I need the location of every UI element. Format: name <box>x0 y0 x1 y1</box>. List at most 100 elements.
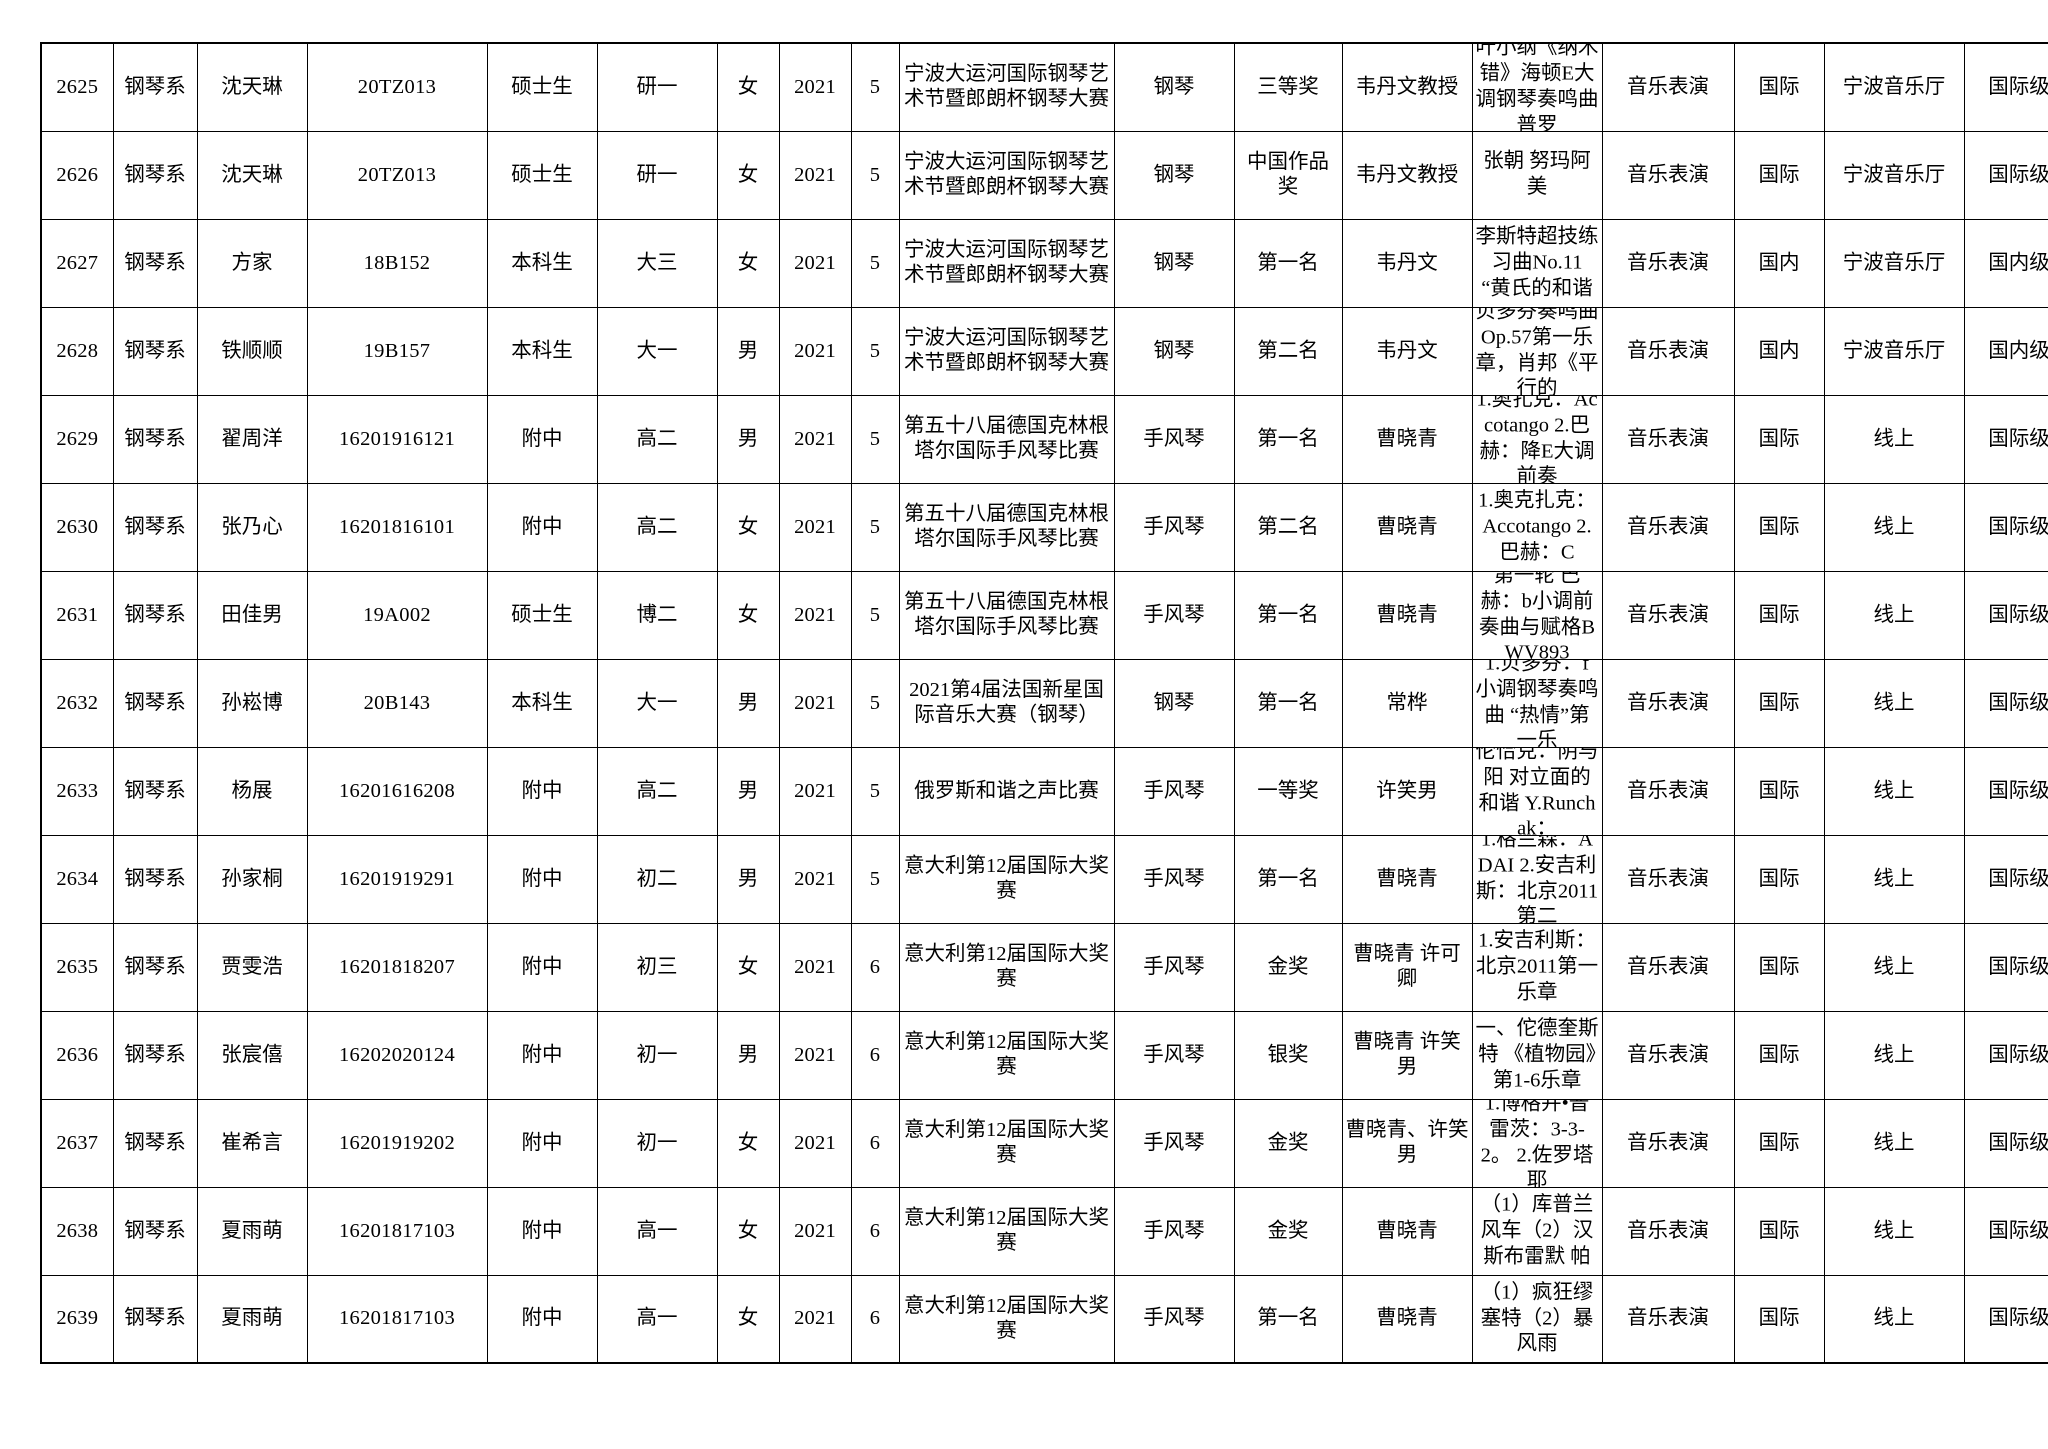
cell-instrument: 手风琴 <box>1113 922 1235 1012</box>
cell-seq: 2637 <box>40 1098 114 1188</box>
cell-grade: 大一 <box>596 658 718 748</box>
cell-award: 银奖 <box>1233 1010 1343 1100</box>
cell-dept: 钢琴系 <box>112 746 198 836</box>
cell-repertoire: 1.博格弁•普雷茨：3-3-2。 2.佐罗塔耶 <box>1471 1098 1603 1188</box>
cell-name: 方家 <box>196 218 308 308</box>
table-row: 2637 钢琴系 崔希言 16201919202 附中 初一女 2021 6 意大利第12届国际… <box>40 1098 2048 1188</box>
cell-contest-name: 意大利第12届国际大奖赛 <box>898 1010 1115 1100</box>
cell-seq: 2635 <box>40 922 114 1012</box>
cell-repertoire: 贝多芬奏鸣曲Op.57第一乐章，肖邦《平行的 <box>1471 306 1603 396</box>
cell-major: 音乐表演 <box>1601 1098 1735 1188</box>
cell-instrument: 手风琴 <box>1113 1274 1235 1364</box>
cell-repertoire: 伦恰克：阴与阳 对立面的和谐 Y.Runchak： <box>1471 746 1603 836</box>
cell-month: 5 <box>850 130 900 220</box>
cell-instrument: 手风琴 <box>1113 570 1235 660</box>
cell-name: 沈天琳 <box>196 130 308 220</box>
cell-student-type: 本科生 <box>486 306 598 396</box>
cell-year: 2021 <box>778 1186 852 1276</box>
cell-year: 2021 <box>778 42 852 132</box>
cell-seq: 2628 <box>40 306 114 396</box>
cell-dept: 钢琴系 <box>112 658 198 748</box>
cell-place: 线上 <box>1823 394 1965 484</box>
cell-major: 音乐表演 <box>1601 306 1735 396</box>
cell-student-type: 附中 <box>486 1010 598 1100</box>
cell-instrument: 手风琴 <box>1113 1098 1235 1188</box>
table-row: 2635 钢琴系 贾雯浩 16201818207 附中 初三女 2021 6 意大利第12届国际… <box>40 922 2048 1012</box>
cell-place: 线上 <box>1823 834 1965 924</box>
repertoire-text: （1）库普兰 风车（2）汉斯布雷默 帕 <box>1480 1193 1594 1267</box>
cell-student-type: 附中 <box>486 834 598 924</box>
cell-scope: 国际 <box>1733 1186 1825 1276</box>
cell-scope: 国际 <box>1733 1274 1825 1364</box>
cell-major: 音乐表演 <box>1601 482 1735 572</box>
cell-month: 6 <box>850 1274 900 1364</box>
cell-dept: 钢琴系 <box>112 218 198 308</box>
cell-student-id: 20TZ013 <box>306 130 488 220</box>
cell-seq: 2636 <box>40 1010 114 1100</box>
cell-grade: 大三 <box>596 218 718 308</box>
cell-sex: 女 <box>716 922 780 1012</box>
cell-repertoire: 李斯特超技练习曲No.11 “黄氏的和谐 <box>1471 218 1603 308</box>
cell-level: 国际级 <box>1963 394 2048 484</box>
cell-sex: 女 <box>716 130 780 220</box>
cell-name: 沈天琳 <box>196 42 308 132</box>
cell-place: 线上 <box>1823 658 1965 748</box>
cell-scope: 国际 <box>1733 570 1825 660</box>
cell-teacher: 曹晓青 许笑男 <box>1341 1010 1473 1100</box>
cell-instrument: 手风琴 <box>1113 746 1235 836</box>
cell-teacher: 曹晓青 <box>1341 570 1473 660</box>
cell-dept: 钢琴系 <box>112 922 198 1012</box>
cell-teacher: 常桦 <box>1341 658 1473 748</box>
cell-student-id: 16201816101 <box>306 482 488 572</box>
cell-place: 线上 <box>1823 1098 1965 1188</box>
cell-instrument: 手风琴 <box>1113 834 1235 924</box>
cell-dept: 钢琴系 <box>112 394 198 484</box>
cell-student-type: 附中 <box>486 394 598 484</box>
cell-contest-name: 意大利第12届国际大奖赛 <box>898 834 1115 924</box>
cell-major: 音乐表演 <box>1601 1274 1735 1364</box>
cell-dept: 钢琴系 <box>112 130 198 220</box>
cell-grade: 高二 <box>596 482 718 572</box>
repertoire-text: 1.奥克扎克：Accotango 2.巴赫：C <box>1478 489 1596 563</box>
cell-name: 夏雨萌 <box>196 1274 308 1364</box>
table-row: 2634 钢琴系 孙家桐 16201919291 附中 初二男 2021 5 意大利第12届国际… <box>40 834 2048 924</box>
cell-major: 音乐表演 <box>1601 746 1735 836</box>
cell-place: 线上 <box>1823 1010 1965 1100</box>
cell-year: 2021 <box>778 130 852 220</box>
cell-name: 崔希言 <box>196 1098 308 1188</box>
cell-teacher: 曹晓青 许可卿 <box>1341 922 1473 1012</box>
repertoire-text: 一、佗德奎斯特 《植物园》第1-6乐章 <box>1475 1017 1599 1091</box>
cell-grade: 初三 <box>596 922 718 1012</box>
award-records-table-wrap: 2625 钢琴系 沈天琳 20TZ013 硕士生 研一女 2021 5 宁波大运河国际钢琴艺术节… <box>40 42 2048 1364</box>
cell-sex: 男 <box>716 394 780 484</box>
repertoire-text: 叶小纲《纳木错》海顿E大调钢琴奏鸣曲普罗 <box>1475 43 1599 131</box>
cell-level: 国际级 <box>1963 834 2048 924</box>
cell-seq: 2639 <box>40 1274 114 1364</box>
cell-repertoire: 1.格兰森：ADAI 2.安吉利斯：北京2011第二 <box>1471 834 1603 924</box>
cell-place: 线上 <box>1823 482 1965 572</box>
cell-contest-name: 意大利第12届国际大奖赛 <box>898 1274 1115 1364</box>
cell-contest-name: 宁波大运河国际钢琴艺术节暨郎朗杯钢琴大赛 <box>898 218 1115 308</box>
cell-dept: 钢琴系 <box>112 1274 198 1364</box>
cell-grade: 高二 <box>596 746 718 836</box>
cell-student-type: 附中 <box>486 922 598 1012</box>
cell-sex: 男 <box>716 1010 780 1100</box>
cell-student-id: 19A002 <box>306 570 488 660</box>
cell-award: 第一名 <box>1233 658 1343 748</box>
cell-year: 2021 <box>778 218 852 308</box>
cell-month: 5 <box>850 218 900 308</box>
cell-level: 国际级 <box>1963 1274 2048 1364</box>
cell-name: 铁顺顺 <box>196 306 308 396</box>
cell-contest-name: 宁波大运河国际钢琴艺术节暨郎朗杯钢琴大赛 <box>898 130 1115 220</box>
cell-student-type: 附中 <box>486 1098 598 1188</box>
cell-dept: 钢琴系 <box>112 1098 198 1188</box>
cell-year: 2021 <box>778 482 852 572</box>
cell-teacher: 曹晓青 <box>1341 482 1473 572</box>
cell-seq: 2633 <box>40 746 114 836</box>
cell-instrument: 钢琴 <box>1113 306 1235 396</box>
cell-teacher: 曹晓青、许笑男 <box>1341 1098 1473 1188</box>
cell-year: 2021 <box>778 658 852 748</box>
table-row: 2628 钢琴系 铁顺顺 19B157 本科生 大一男 2021 5 宁波大运河国际钢琴艺术节暨… <box>40 306 2048 396</box>
cell-year: 2021 <box>778 1274 852 1364</box>
cell-grade: 高二 <box>596 394 718 484</box>
